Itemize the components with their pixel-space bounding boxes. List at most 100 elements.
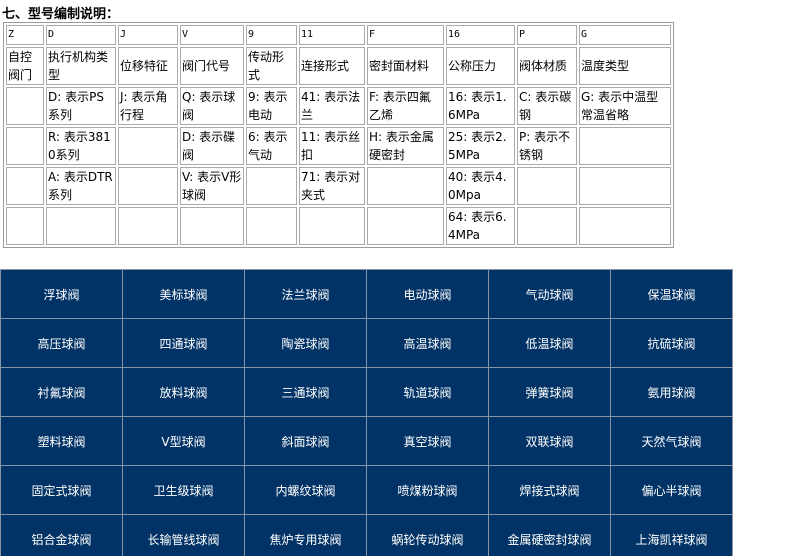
product-link[interactable]: 陶瓷球阀: [244, 318, 367, 368]
product-link[interactable]: 低温球阀: [488, 318, 611, 368]
product-link[interactable]: 塑料球阀: [0, 416, 123, 466]
link-row: 塑料球阀 V型球阀 斜面球阀 真空球阀 双联球阀 天然气球阀: [0, 416, 733, 466]
product-link[interactable]: 长输管线球阀: [122, 514, 245, 556]
table-row: 64: 表示6.4MPa: [6, 207, 671, 245]
spec-cell: 11: [299, 25, 365, 45]
spec-cell: 执行机构类型: [46, 47, 116, 85]
product-link[interactable]: 美标球阀: [122, 269, 245, 319]
product-link[interactable]: 抗硫球阀: [610, 318, 733, 368]
spec-cell: [579, 127, 671, 165]
product-link[interactable]: 高压球阀: [0, 318, 123, 368]
product-link[interactable]: 双联球阀: [488, 416, 611, 466]
spec-cell: [6, 207, 44, 245]
spec-cell: H: 表示金属硬密封: [367, 127, 444, 165]
spec-cell: [118, 167, 178, 205]
product-link[interactable]: 弹簧球阀: [488, 367, 611, 417]
spec-cell: [367, 167, 444, 205]
table-row: R: 表示3810系列 D: 表示碟阀 6: 表示气动 11: 表示丝扣 H: 表示金属…: [6, 127, 671, 165]
spec-cell: J: 表示角行程: [118, 87, 178, 125]
link-row: 高压球阀 四通球阀 陶瓷球阀 高温球阀 低温球阀 抗硫球阀: [0, 318, 733, 368]
product-link[interactable]: 偏心半球阀: [610, 465, 733, 515]
spec-cell: [6, 167, 44, 205]
spec-cell: [118, 207, 178, 245]
spec-cell: Q: 表示球阀: [180, 87, 244, 125]
spec-cell: 16: 表示1.6MPa: [446, 87, 515, 125]
spec-cell: P: [517, 25, 577, 45]
product-link[interactable]: 蜗轮传动球阀: [366, 514, 489, 556]
product-link[interactable]: 焊接式球阀: [488, 465, 611, 515]
spec-cell: Z: [6, 25, 44, 45]
model-spec-table: Z D J V 9 11 F 16 P G 自控阀门 执行机构类型 位移特征 阀门代号 传动形式 连接形式 密封…: [3, 22, 674, 248]
spec-cell: P: 表示不锈钢: [517, 127, 577, 165]
link-row: 固定式球阀 卫生级球阀 内螺纹球阀 喷煤粉球阀 焊接式球阀 偏心半球阀: [0, 465, 733, 515]
spec-cell: [6, 127, 44, 165]
spec-cell: 自控阀门: [6, 47, 44, 85]
spec-cell: [118, 127, 178, 165]
spec-cell: D: 表示碟阀: [180, 127, 244, 165]
spec-cell: [246, 167, 297, 205]
spec-cell: V: 表示V形球阀: [180, 167, 244, 205]
spec-cell: [579, 167, 671, 205]
product-link[interactable]: 法兰球阀: [244, 269, 367, 319]
product-link-grid: 浮球阀 美标球阀 法兰球阀 电动球阀 气动球阀 保温球阀 高压球阀 四通球阀 陶瓷球阀 高温球阀低…: [0, 269, 733, 556]
spec-cell: G: [579, 25, 671, 45]
product-link[interactable]: 衬氟球阀: [0, 367, 123, 417]
product-link[interactable]: 三通球阀: [244, 367, 367, 417]
spec-cell: 6: 表示气动: [246, 127, 297, 165]
table-row: A: 表示DTR系列 V: 表示V形球阀 71: 表示对夹式 40: 表示4.0Mpa: [6, 167, 671, 205]
table-row: D: 表示PS系列 J: 表示角行程 Q: 表示球阀 9: 表示电动 41: 表示法兰 F…: [6, 87, 671, 125]
product-link[interactable]: 轨道球阀: [366, 367, 489, 417]
spec-cell: 位移特征: [118, 47, 178, 85]
product-link[interactable]: 四通球阀: [122, 318, 245, 368]
product-link[interactable]: 喷煤粉球阀: [366, 465, 489, 515]
spec-cell: 40: 表示4.0Mpa: [446, 167, 515, 205]
product-link[interactable]: 真空球阀: [366, 416, 489, 466]
product-link[interactable]: 铝合金球阀: [0, 514, 123, 556]
product-link[interactable]: 电动球阀: [366, 269, 489, 319]
product-link[interactable]: 内螺纹球阀: [244, 465, 367, 515]
spec-cell: [517, 167, 577, 205]
spec-cell: V: [180, 25, 244, 45]
spec-cell: D: [46, 25, 116, 45]
spec-cell: [517, 207, 577, 245]
spec-cell: [180, 207, 244, 245]
product-link[interactable]: 高温球阀: [366, 318, 489, 368]
product-link[interactable]: 浮球阀: [0, 269, 123, 319]
header-row: 自控阀门 执行机构类型 位移特征 阀门代号 传动形式 连接形式 密封面材料 公称压力 阀体材质温…: [6, 47, 671, 85]
product-link[interactable]: 上海凯祥球阀: [610, 514, 733, 556]
spec-cell: 公称压力: [446, 47, 515, 85]
spec-cell: 9: [246, 25, 297, 45]
product-link[interactable]: 斜面球阀: [244, 416, 367, 466]
spec-cell: 密封面材料: [367, 47, 444, 85]
spec-cell: 64: 表示6.4MPa: [446, 207, 515, 245]
product-link[interactable]: 焦炉专用球阀: [244, 514, 367, 556]
spec-cell: 9: 表示电动: [246, 87, 297, 125]
spec-cell: A: 表示DTR系列: [46, 167, 116, 205]
spec-cell: 25: 表示2.5MPa: [446, 127, 515, 165]
product-link[interactable]: 气动球阀: [488, 269, 611, 319]
product-link[interactable]: 放料球阀: [122, 367, 245, 417]
spec-cell: 阀门代号: [180, 47, 244, 85]
link-row: 浮球阀 美标球阀 法兰球阀 电动球阀 气动球阀 保温球阀: [0, 269, 733, 319]
product-link[interactable]: 氨用球阀: [610, 367, 733, 417]
spec-cell: 传动形式: [246, 47, 297, 85]
spec-cell: [246, 207, 297, 245]
product-link[interactable]: 卫生级球阀: [122, 465, 245, 515]
spec-cell: 71: 表示对夹式: [299, 167, 365, 205]
section-title: 七、型号编制说明：: [2, 7, 120, 22]
spec-cell: J: [118, 25, 178, 45]
spec-cell: [6, 87, 44, 125]
spec-cell: 连接形式: [299, 47, 365, 85]
spec-cell: D: 表示PS系列: [46, 87, 116, 125]
product-link[interactable]: 保温球阀: [610, 269, 733, 319]
spec-cell: F: 表示四氟乙烯: [367, 87, 444, 125]
product-link[interactable]: V型球阀: [122, 416, 245, 466]
product-link[interactable]: 固定式球阀: [0, 465, 123, 515]
spec-cell: 41: 表示法兰: [299, 87, 365, 125]
product-link[interactable]: 金属硬密封球阀: [488, 514, 611, 556]
spec-cell: F: [367, 25, 444, 45]
product-link[interactable]: 天然气球阀: [610, 416, 733, 466]
spec-cell: C: 表示碳钢: [517, 87, 577, 125]
spec-cell: 温度类型: [579, 47, 671, 85]
spec-cell: R: 表示3810系列: [46, 127, 116, 165]
